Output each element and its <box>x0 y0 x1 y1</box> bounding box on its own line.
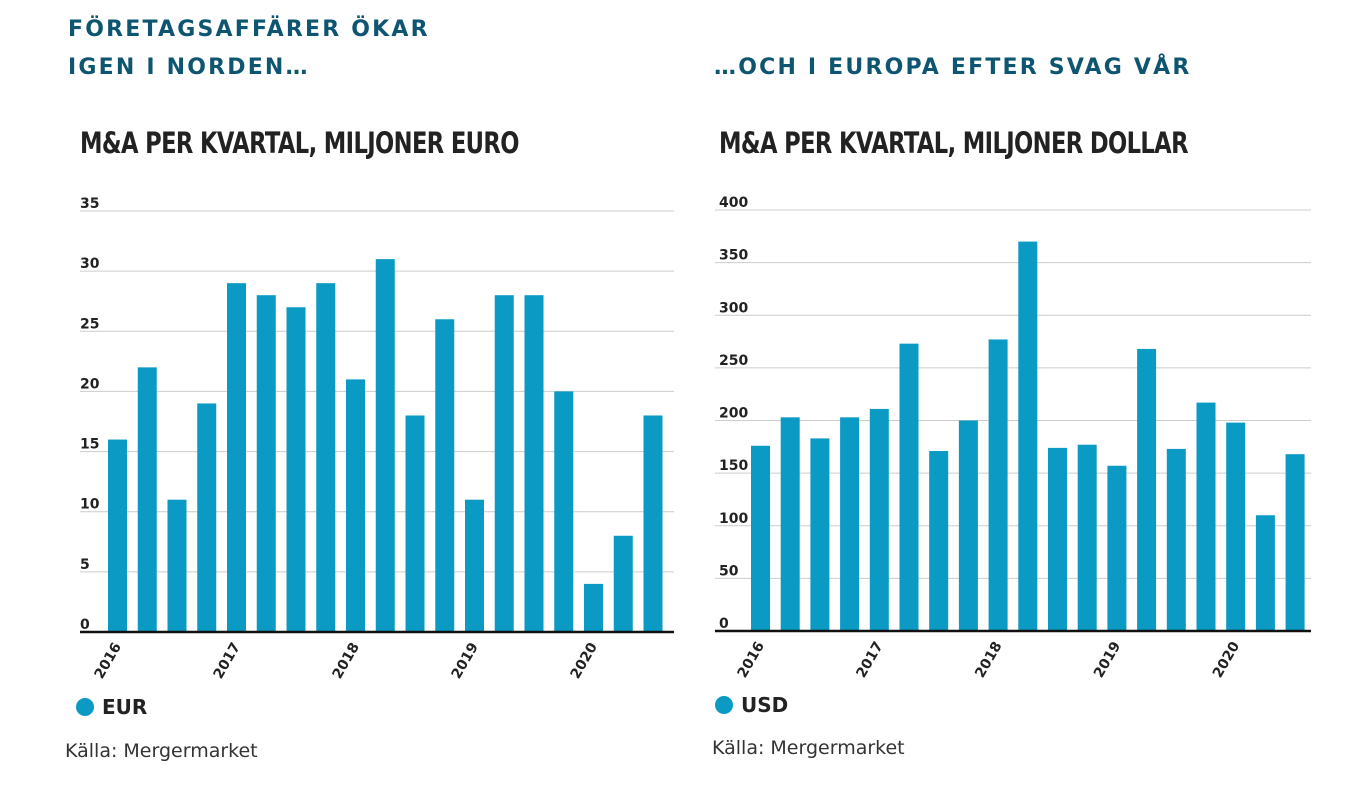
bar <box>256 295 276 632</box>
bar <box>405 415 425 632</box>
bar <box>1048 447 1067 631</box>
bar <box>899 343 919 631</box>
bar <box>108 439 127 632</box>
right-source: Källa: Mergermarket <box>712 737 905 759</box>
right-chart-title: M&A PER KVARTAL, MILJONER DOLLAR <box>719 126 1188 160</box>
bar <box>810 438 830 631</box>
x-tick-label: 2020 <box>568 640 601 682</box>
bar <box>1285 454 1305 631</box>
bar <box>494 295 514 632</box>
y-tick-label: 25 <box>80 316 99 332</box>
bar <box>751 445 770 631</box>
y-tick-label: 50 <box>719 563 739 579</box>
y-tick-label: 0 <box>80 617 90 633</box>
bar <box>780 417 800 631</box>
bar <box>584 583 603 632</box>
bar <box>1255 515 1275 631</box>
y-tick-label: 250 <box>719 353 748 369</box>
bar <box>1226 422 1246 631</box>
x-tick-label: 2016 <box>735 639 768 681</box>
bar <box>1166 448 1186 631</box>
bar <box>613 535 633 632</box>
bar <box>286 307 306 632</box>
bar <box>375 259 395 632</box>
y-tick-label: 350 <box>719 248 748 264</box>
y-tick-label: 20 <box>80 376 100 392</box>
y-tick-label: 100 <box>719 511 748 527</box>
usd-legend-label: USD <box>741 693 789 717</box>
bar <box>958 420 978 631</box>
bar <box>1077 444 1097 631</box>
eur-legend-dot <box>76 698 94 716</box>
bar <box>346 379 365 632</box>
right-bar-chart: 0 50 100 150 200 250 300 350 400 2016 2017 2018 2019… <box>715 195 1311 681</box>
y-tick-label: 35 <box>80 196 99 212</box>
bar <box>869 408 889 631</box>
bar <box>554 391 574 632</box>
y-tick-label: 15 <box>80 437 99 453</box>
right-legend: USD <box>715 693 788 717</box>
y-tick-label: 30 <box>80 256 100 272</box>
y-tick-label: 5 <box>80 557 90 573</box>
bar <box>840 417 860 631</box>
bar <box>167 499 187 632</box>
y-tick-label: 150 <box>719 458 748 474</box>
bar <box>435 319 455 632</box>
x-tick-label: 2019 <box>1091 639 1124 681</box>
y-tick-label: 200 <box>719 406 748 422</box>
bar <box>1137 348 1157 631</box>
bar <box>643 415 663 632</box>
bar <box>197 403 217 632</box>
eur-legend-label: EUR <box>102 695 148 719</box>
bar <box>465 499 484 632</box>
left-chart-title: M&A PER KVARTAL, MILJONER EURO <box>80 126 519 160</box>
bar <box>988 339 1008 631</box>
y-tick-label: 400 <box>719 195 748 211</box>
bar <box>227 283 246 632</box>
x-tick-label: 2018 <box>972 639 1005 681</box>
x-tick-label: 2016 <box>92 640 125 682</box>
y-tick-label: 0 <box>719 616 729 632</box>
bar <box>524 295 544 632</box>
bar <box>1018 241 1038 631</box>
x-tick-label: 2017 <box>853 639 886 681</box>
bar <box>1107 465 1127 631</box>
right-headline: …OCH I EUROPA EFTER SVAG VÅR <box>714 55 1192 80</box>
x-tick-label: 2019 <box>449 640 482 682</box>
bar <box>1196 402 1216 631</box>
left-source: Källa: Mergermarket <box>65 740 258 762</box>
x-tick-label: 2020 <box>1210 639 1243 681</box>
bar <box>929 451 949 631</box>
left-legend: EUR <box>76 695 147 719</box>
bar <box>316 283 336 632</box>
usd-legend-dot <box>715 696 733 714</box>
y-tick-label: 10 <box>80 497 100 513</box>
left-headline-line2: IGEN I NORDEN… <box>68 55 310 80</box>
y-tick-label: 300 <box>719 300 748 316</box>
x-tick-label: 2018 <box>330 640 363 682</box>
x-tick-label: 2017 <box>211 640 244 682</box>
left-bar-chart: 0 5 10 15 20 25 30 35 2016 2017 2018 2019 2020 <box>80 196 674 682</box>
left-headline-line1: FÖRETAGSAFFÄRER ÖKAR <box>68 17 430 42</box>
bar <box>137 367 157 632</box>
